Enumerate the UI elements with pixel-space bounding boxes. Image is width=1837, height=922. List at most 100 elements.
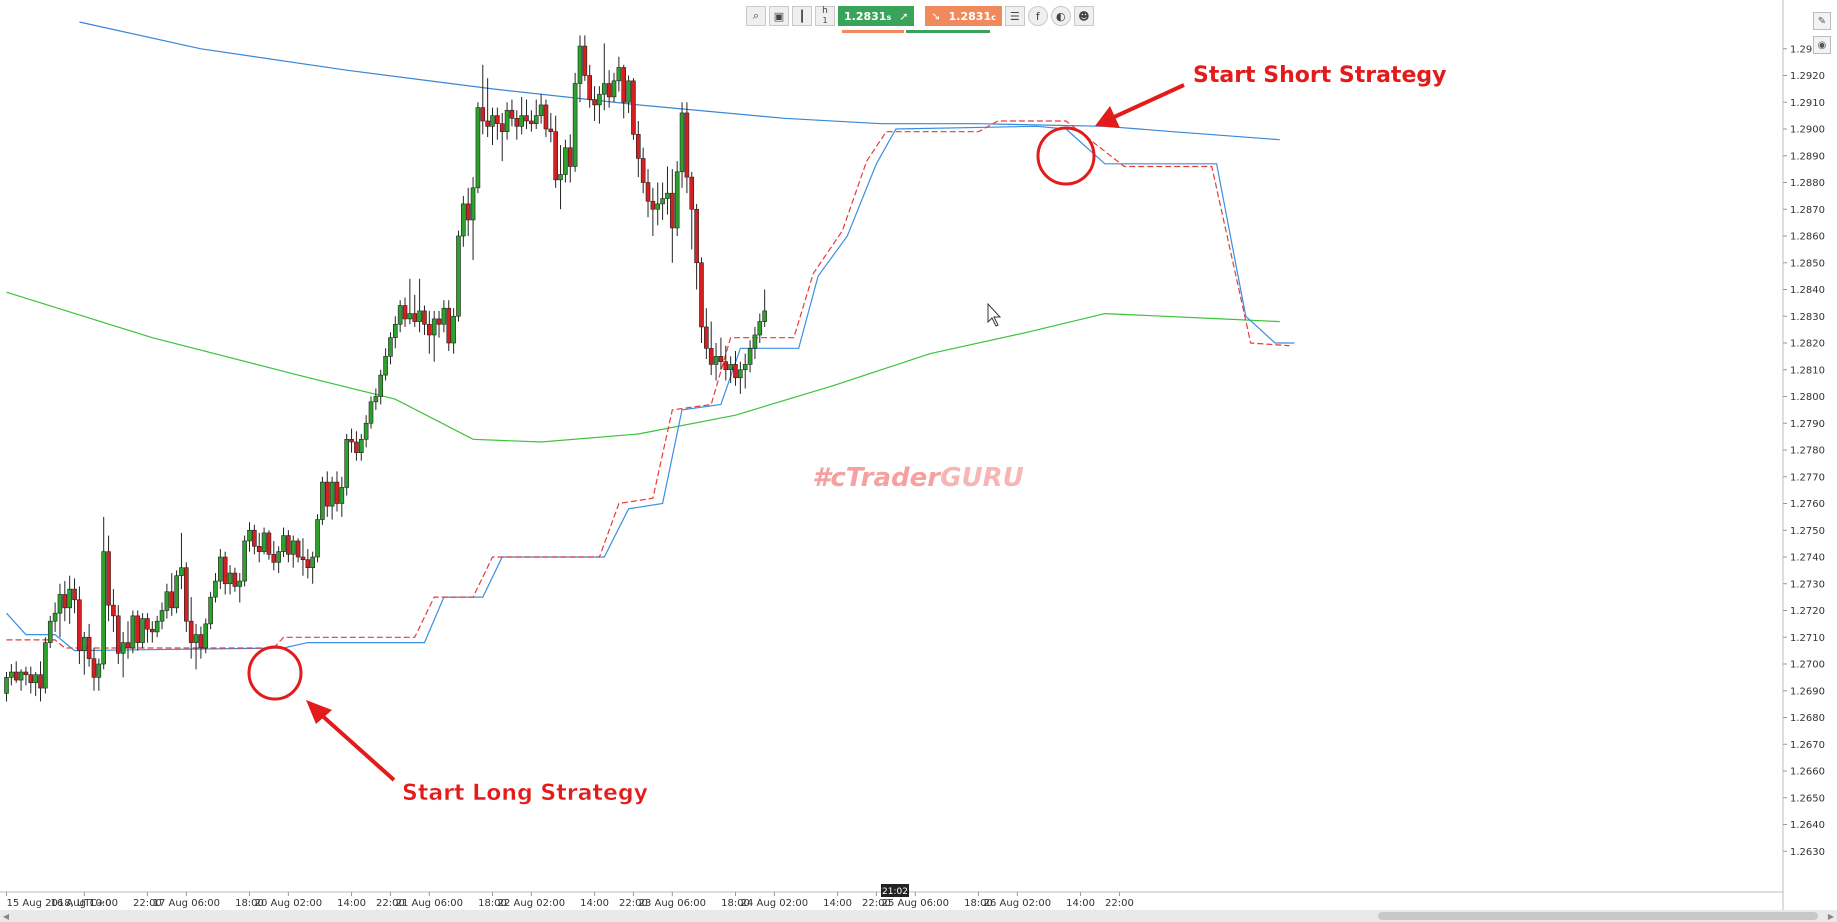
- time-tick-label: 22:00: [619, 898, 648, 909]
- crosshair-time-label: 21:02: [881, 884, 909, 897]
- long-annotation: Start Long Strategy: [247, 645, 648, 806]
- price-tick-label: 1.2890: [1790, 151, 1825, 162]
- candle-body-bull: [713, 356, 719, 365]
- candle-body-bull: [276, 551, 281, 563]
- price-tick-label: 1.2730: [1790, 579, 1825, 590]
- candle: [218, 548, 223, 590]
- candle: [339, 476, 345, 517]
- candle-body-bear: [543, 104, 549, 130]
- chart-type-icon[interactable]: ┃: [792, 6, 812, 26]
- camera-icon[interactable]: ◉: [1813, 36, 1831, 54]
- price-tick-label: 1.2770: [1790, 472, 1825, 483]
- short-annotation: Start Short Strategy: [1036, 63, 1446, 186]
- candle: [689, 171, 695, 250]
- candle-body-bear: [412, 313, 418, 322]
- candle: [723, 345, 729, 381]
- candle-body-bull: [33, 674, 38, 684]
- candle: [38, 661, 43, 702]
- candle-body-bear: [704, 326, 709, 349]
- candle: [504, 102, 510, 140]
- candle: [290, 535, 296, 568]
- candle-body-bull: [164, 591, 170, 611]
- candle: [77, 586, 82, 664]
- scroll-left-icon[interactable]: ◀: [2, 911, 10, 921]
- candle: [397, 300, 403, 333]
- candle-body-bear: [305, 559, 311, 568]
- candle-body-bull: [358, 438, 364, 453]
- short-signal-circle: [1036, 126, 1096, 186]
- short-arrow-shaft: [1111, 83, 1185, 120]
- scrollbar-thumb[interactable]: [1378, 912, 1818, 920]
- list-icon[interactable]: ☰: [1004, 6, 1025, 26]
- candle: [431, 310, 437, 362]
- candle-body-bull: [533, 115, 539, 124]
- candle-body-bear: [184, 567, 189, 622]
- indicator-icon[interactable]: ◐: [1050, 6, 1071, 26]
- scroll-right-icon[interactable]: ▶: [1827, 911, 1835, 921]
- price-tick-label: 1.2690: [1790, 686, 1825, 697]
- time-tick-label: 17 Aug 06:00: [153, 898, 220, 909]
- candle: [159, 602, 165, 630]
- candle: [427, 310, 432, 354]
- candle: [47, 615, 53, 648]
- candle: [621, 64, 627, 119]
- edit-icon[interactable]: ✎: [1813, 12, 1831, 30]
- candle-body-bear: [499, 123, 505, 132]
- candle-body-bear: [169, 591, 175, 609]
- time-tick-label: 26 Aug 02:00: [984, 898, 1051, 909]
- screenshot-icon[interactable]: ▣: [769, 6, 789, 26]
- time-tick-label: 21 Aug 06:00: [396, 898, 463, 909]
- candle: [728, 356, 733, 384]
- candle: [660, 182, 665, 220]
- candle: [81, 631, 87, 675]
- candle: [193, 623, 199, 670]
- price-tick-label: 1.2780: [1790, 446, 1825, 457]
- candle: [101, 516, 106, 670]
- price-tick-label: 1.2930: [1790, 44, 1825, 55]
- candle-body-bull: [665, 192, 670, 199]
- candle: [519, 96, 524, 135]
- buy-price-button[interactable]: 1.2831s ➚: [838, 6, 915, 26]
- facebook-icon[interactable]: f: [1027, 6, 1048, 26]
- price-tick-label: 1.2700: [1790, 660, 1825, 671]
- long-arrow-shaft: [316, 710, 396, 782]
- candle: [276, 546, 281, 574]
- candle: [422, 305, 427, 335]
- candle: [310, 551, 315, 584]
- horizontal-scrollbar[interactable]: [0, 910, 1837, 922]
- candle-body-bear: [295, 540, 301, 558]
- price-axis[interactable]: 1.2630 1.2640 1.2650 1.2660 1.2670 1.2680 1.26…: [1783, 0, 1825, 858]
- candle-body-bull: [261, 532, 267, 552]
- user-icon[interactable]: ☻: [1073, 6, 1094, 26]
- candle: [266, 530, 272, 560]
- candle: [222, 551, 228, 595]
- candle: [320, 476, 325, 525]
- candle: [509, 99, 515, 127]
- price-tick-label: 1.2640: [1790, 820, 1825, 831]
- candle-body-bear: [13, 671, 19, 681]
- buy-price: 1.2831: [844, 9, 887, 23]
- candle-body-bear: [62, 594, 68, 609]
- sell-price-button[interactable]: ➘ 1.2831c: [925, 6, 1002, 26]
- candle-body-bull: [227, 572, 233, 585]
- time-tick-label: 16 Aug 10:00: [51, 898, 118, 909]
- candle: [738, 361, 743, 394]
- candle-body-bear: [422, 310, 427, 325]
- candlestick-series: [4, 35, 767, 702]
- buy-underline: [842, 30, 904, 33]
- candle: [164, 583, 170, 619]
- candle-body-bear: [252, 529, 257, 547]
- candle: [665, 166, 670, 215]
- candle: [261, 527, 267, 555]
- price-tick-label: 1.2740: [1790, 553, 1825, 564]
- candle: [577, 35, 583, 103]
- right-side-tools: ✎ ◉: [1813, 12, 1831, 54]
- candle-body-bull: [315, 519, 320, 558]
- candle-body-bear: [354, 441, 359, 453]
- candle-body-bull: [519, 115, 524, 127]
- candle-body-bear: [198, 634, 204, 649]
- zoom-icon[interactable]: ⌕: [746, 6, 766, 26]
- timeframe-icon[interactable]: h 1: [815, 6, 835, 26]
